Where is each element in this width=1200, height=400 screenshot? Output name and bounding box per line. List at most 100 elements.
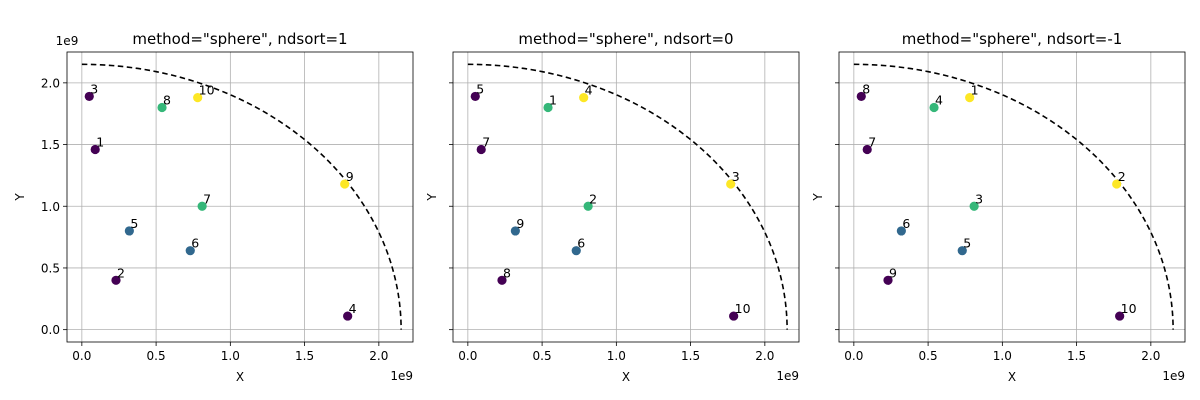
subplot-title: method="sphere", ndsort=-1 <box>902 30 1123 48</box>
point-label-9: 9 <box>516 216 524 231</box>
axes-frame <box>66 51 414 343</box>
point-label-4: 4 <box>585 83 593 98</box>
point-label-8: 8 <box>862 81 870 96</box>
data-point-6 <box>571 246 581 256</box>
x-tick-label-4: 2.0 <box>1141 349 1160 363</box>
axes-frame <box>838 51 1186 343</box>
data-point-2 <box>1112 179 1122 189</box>
y-tick-label-1: 0.5 <box>41 261 60 275</box>
data-point-6 <box>185 246 195 256</box>
point-label-10: 10 <box>1121 301 1137 316</box>
point-label-5: 5 <box>130 216 138 231</box>
x-tick-label-0: 0.0 <box>72 349 91 363</box>
point-label-1: 1 <box>96 134 104 149</box>
x-tick-label-0: 0.0 <box>844 349 863 363</box>
x-axis-label: X <box>622 370 630 384</box>
grid <box>67 52 413 342</box>
point-label-1: 1 <box>971 83 979 98</box>
data-point-2 <box>111 275 121 285</box>
point-label-2: 2 <box>589 191 597 206</box>
y-axis-label: Y <box>811 193 825 202</box>
subplot-title: method="sphere", ndsort=0 <box>518 30 733 48</box>
data-point-5 <box>957 246 967 256</box>
y-axis-label: Y <box>13 193 27 202</box>
grid <box>453 52 799 342</box>
x-tick-label-3: 1.5 <box>295 349 314 363</box>
point-label-7: 7 <box>482 134 490 149</box>
point-label-7: 7 <box>203 191 211 206</box>
x-tick-label-1: 0.5 <box>919 349 938 363</box>
point-label-5: 5 <box>963 236 971 251</box>
data-point-3 <box>969 201 979 211</box>
point-label-7: 7 <box>868 134 876 149</box>
data-point-3 <box>84 91 94 102</box>
data-point-8 <box>497 275 507 285</box>
data-point-8 <box>157 102 167 113</box>
reference-arc <box>853 63 1174 330</box>
reference-arc <box>467 63 788 330</box>
data-point-10 <box>1115 311 1125 321</box>
point-label-1: 1 <box>549 93 557 108</box>
point-label-8: 8 <box>163 93 171 108</box>
data-point-5 <box>470 91 480 102</box>
data-point-10 <box>729 311 739 321</box>
point-label-2: 2 <box>117 265 125 280</box>
data-point-6 <box>896 226 906 236</box>
point-label-2: 2 <box>1118 169 1126 184</box>
data-point-2 <box>583 201 593 211</box>
point-label-8: 8 <box>503 265 511 280</box>
point-label-3: 3 <box>732 169 740 184</box>
point-label-4: 4 <box>935 93 943 108</box>
data-point-4 <box>579 93 589 103</box>
grid <box>839 52 1185 342</box>
point-label-9: 9 <box>889 265 897 280</box>
point-label-6: 6 <box>902 216 910 231</box>
data-point-7 <box>476 144 486 155</box>
data-point-4 <box>929 102 939 113</box>
point-label-9: 9 <box>346 169 354 184</box>
point-label-10: 10 <box>735 301 751 316</box>
x-offset-label: 1e9 <box>390 369 413 383</box>
x-offset-label: 1e9 <box>1162 369 1185 383</box>
x-tick-label-1: 0.5 <box>533 349 552 363</box>
point-label-3: 3 <box>90 81 98 96</box>
data-point-1 <box>90 144 100 155</box>
subplot-1: 3 1 2 5 8 6 10 7 9 4 0.0 0.5 1.0 1.5 2.0 0.0 0.5 1.0 1.5 2.… <box>13 30 414 384</box>
point-label-6: 6 <box>577 236 585 251</box>
data-point-1 <box>965 93 975 103</box>
x-tick-label-2: 1.0 <box>993 349 1012 363</box>
reference-arc <box>81 63 402 330</box>
y-offset-label: 1e9 <box>56 34 79 48</box>
x-offset-label: 1e9 <box>776 369 799 383</box>
data-point-5 <box>124 226 134 236</box>
data-point-7 <box>862 144 872 155</box>
data-point-9 <box>340 179 350 189</box>
subplot-2: 5 7 8 9 1 6 4 2 3 10 0.0 0.5 1.0 1.5 2.0 X Y 1e9 method="s… <box>425 30 800 384</box>
point-label-10: 10 <box>199 83 215 98</box>
data-point-9 <box>883 275 893 285</box>
x-axis-label: X <box>236 370 244 384</box>
x-tick-label-2: 1.0 <box>607 349 626 363</box>
y-tick-label-3: 1.5 <box>41 138 60 152</box>
data-point-8 <box>856 91 866 102</box>
point-label-5: 5 <box>476 81 484 96</box>
x-tick-label-0: 0.0 <box>458 349 477 363</box>
data-point-10 <box>193 93 203 103</box>
data-point-9 <box>510 226 520 236</box>
axes-frame <box>452 51 800 343</box>
x-tick-label-4: 2.0 <box>755 349 774 363</box>
data-point-4 <box>343 311 353 321</box>
x-tick-label-4: 2.0 <box>369 349 388 363</box>
data-point-3 <box>726 179 736 189</box>
point-label-6: 6 <box>191 236 199 251</box>
y-tick-label-4: 2.0 <box>41 76 60 90</box>
x-tick-label-3: 1.5 <box>681 349 700 363</box>
y-tick-label-0: 0.0 <box>41 323 60 337</box>
subplot-3: 8 7 9 6 4 5 1 3 2 10 0.0 0.5 1.0 1.5 2.0 X Y 1e9 method="s… <box>811 30 1186 384</box>
x-tick-label-2: 1.0 <box>221 349 240 363</box>
subplot-title: method="sphere", ndsort=1 <box>132 30 347 48</box>
y-axis-label: Y <box>425 193 439 202</box>
data-point-1 <box>543 102 553 113</box>
y-tick-label-2: 1.0 <box>41 200 60 214</box>
